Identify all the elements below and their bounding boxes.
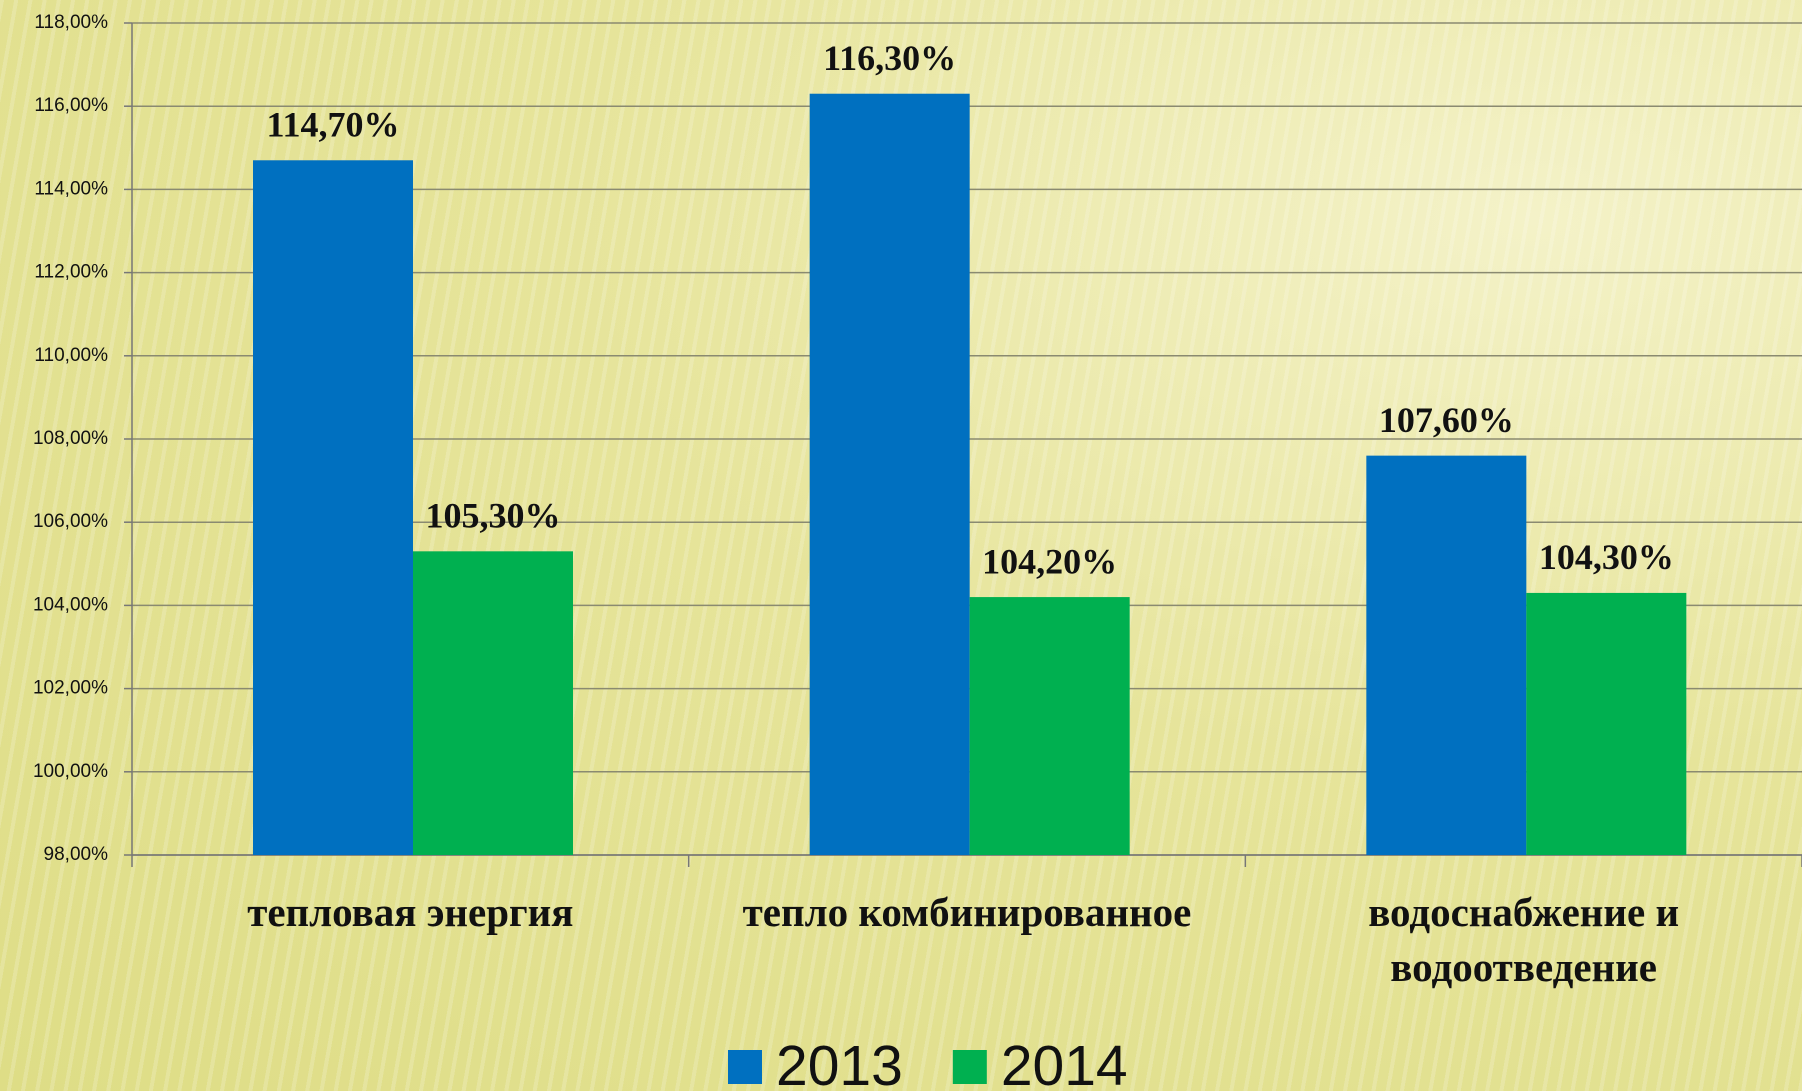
data-label: 104,30% [1539, 537, 1674, 577]
data-label: 116,30% [823, 38, 956, 78]
y-tick-label: 104,00% [33, 594, 108, 615]
x-tick-label: тепло комбинированное [742, 889, 1192, 935]
legend-swatch [952, 1050, 987, 1084]
y-tick-label: 100,00% [33, 761, 108, 782]
y-tick-label: 110,00% [34, 345, 108, 366]
data-label: 114,70% [266, 105, 399, 145]
bar [969, 597, 1130, 855]
data-label: 107,60% [1379, 400, 1514, 440]
y-tick-label: 118,00% [34, 12, 108, 33]
y-tick-label: 114,00% [34, 178, 108, 199]
bar [809, 93, 970, 856]
bar [1366, 455, 1527, 855]
legend-label: 2013 [776, 1034, 903, 1091]
bar [1526, 592, 1687, 855]
y-tick-label: 108,00% [33, 428, 108, 449]
data-label: 105,30% [426, 496, 561, 536]
y-tick-label: 116,00% [34, 95, 108, 116]
y-tick-label: 112,00% [34, 262, 108, 283]
y-tick-label: 106,00% [33, 511, 108, 532]
y-tick-label: 102,00% [33, 678, 108, 699]
x-tick-label: водоснабжение и водоотведение [1368, 889, 1680, 991]
legend-swatch [728, 1050, 762, 1084]
bar [253, 160, 413, 855]
x-tick-label: тепловая энергия [247, 889, 574, 935]
data-label: 104,20% [982, 541, 1117, 581]
bar [413, 551, 573, 855]
y-tick-label: 98,00% [44, 844, 109, 865]
legend-label: 2014 [1001, 1034, 1128, 1091]
